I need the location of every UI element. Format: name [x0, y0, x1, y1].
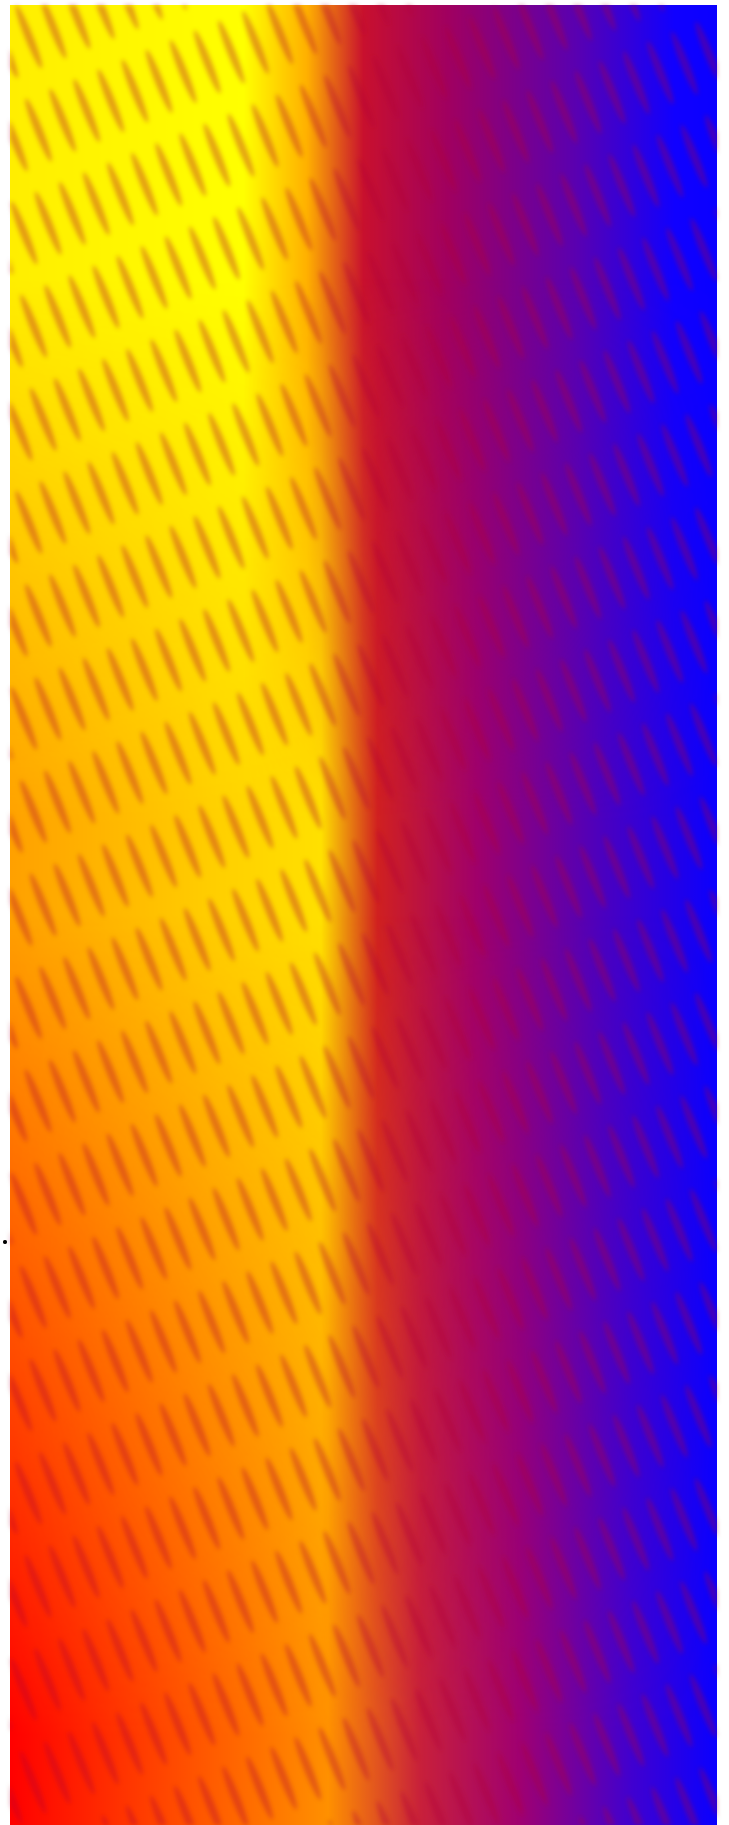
dot: [3, 1240, 7, 1244]
streak-texture: [10, 5, 717, 1825]
